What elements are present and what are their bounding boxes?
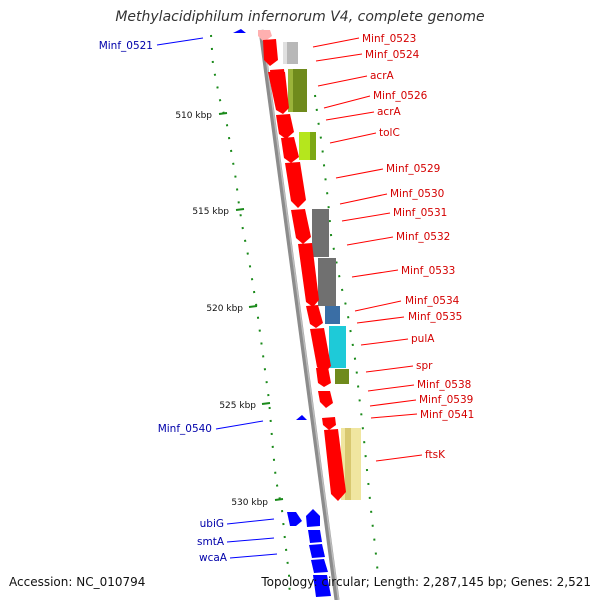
tick-label-525: 525 kbp — [219, 401, 256, 411]
accession-label: Accession: NC_010794 — [9, 575, 146, 589]
reverse-gene-arrows — [233, 29, 331, 597]
forward-gene-arrows — [258, 30, 346, 501]
gene-label-minf-0531: Minf_0531 — [393, 207, 447, 219]
gene-label-minf-0523: Minf_0523 — [362, 33, 416, 45]
reverse-leader-lines — [156, 37, 278, 559]
gene-label-spr: spr — [416, 360, 433, 372]
gene-label-minf-0533: Minf_0533 — [401, 265, 455, 277]
tick-marks — [218, 112, 284, 501]
gene-label-tolc: tolC — [379, 127, 400, 139]
gene-label-acra-1: acrA — [370, 70, 395, 82]
gene-label-minf-0530: Minf_0530 — [390, 188, 444, 200]
tick-label-520: 520 kbp — [206, 304, 243, 314]
map-title: Methylacidiphilum infernorum V4, complet… — [115, 9, 485, 25]
gene-label-minf-0541: Minf_0541 — [420, 409, 474, 421]
tick-label-515: 515 kbp — [192, 207, 229, 217]
genome-summary: Topology: circular; Length: 2,287,145 bp… — [261, 575, 591, 589]
forward-leader-lines — [312, 37, 423, 462]
genome-backbone — [258, 29, 340, 600]
tick-label-530: 530 kbp — [231, 498, 268, 508]
gene-label-minf-0529: Minf_0529 — [386, 163, 440, 175]
gene-label-ubig: ubiG — [200, 518, 224, 530]
gene-label-wcaa: wcaA — [199, 552, 228, 564]
gene-label-minf-0540: Minf_0540 — [158, 423, 212, 435]
gene-label-acra-2: acrA — [377, 106, 402, 118]
gene-label-ftsk: ftsK — [425, 449, 446, 461]
gene-label-pula: pulA — [411, 333, 435, 345]
gene-label-minf-0532: Minf_0532 — [396, 231, 450, 243]
tick-label-510: 510 kbp — [175, 111, 212, 121]
gene-label-minf-0538: Minf_0538 — [417, 379, 471, 391]
gene-label-minf-0526: Minf_0526 — [373, 90, 428, 102]
gene-label-smta: smtA — [197, 536, 225, 548]
gene-label-minf-0521: Minf_0521 — [99, 40, 153, 52]
gene-label-minf-0539: Minf_0539 — [419, 394, 473, 406]
feature-bars — [283, 42, 361, 500]
gene-label-minf-0535: Minf_0535 — [408, 311, 462, 323]
gene-label-minf-0524: Minf_0524 — [365, 49, 420, 61]
gene-label-minf-0534: Minf_0534 — [405, 295, 460, 307]
